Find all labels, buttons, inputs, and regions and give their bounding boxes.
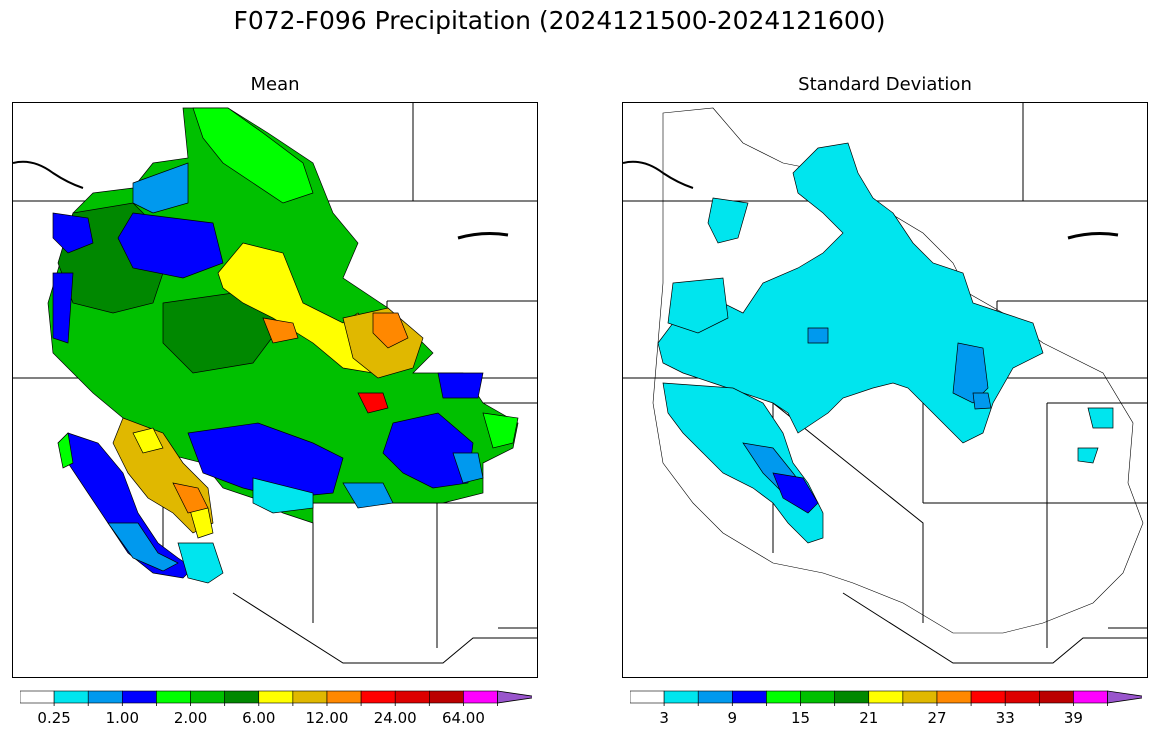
mean-colorbar-swatch xyxy=(394,690,430,704)
mean-colorbar-swatches xyxy=(19,690,539,706)
std-colorbar-swatch xyxy=(800,690,835,704)
std-colorbar-swatch xyxy=(697,690,733,704)
std-map-canvas xyxy=(623,103,1147,664)
mean-colorbar-swatch xyxy=(122,690,157,704)
std-colorbar-swatch xyxy=(1039,690,1074,704)
mean-colorbar-swatch xyxy=(326,690,362,704)
mean-colorbar-tick-label: 6.00 xyxy=(242,709,276,727)
std-colorbar-swatch xyxy=(629,690,665,704)
std-panel-title: Standard Deviation xyxy=(798,74,972,95)
std-colorbar-tick-label: 33 xyxy=(995,709,1015,727)
std-colorbar-tick-label: 9 xyxy=(727,709,738,727)
mean-colorbar-swatch xyxy=(258,690,294,704)
mean-colorbar-swatch xyxy=(53,690,89,704)
mean-precip-regions xyxy=(47,107,519,584)
figure-title: F072-F096 Precipitation (2024121500-2024… xyxy=(233,6,886,35)
mean-map xyxy=(12,102,538,678)
std-colorbar: 3 9 15 21 27 33 39 xyxy=(629,689,1149,739)
std-colorbar-swatch xyxy=(1004,690,1040,704)
mean-coast-feature xyxy=(13,160,84,189)
std-colorbar-tick-label: 21 xyxy=(859,709,879,727)
std-colorbar-swatch xyxy=(663,690,699,704)
std-colorbar-swatch xyxy=(868,690,904,704)
mean-colorbar-tick-label: 64.00 xyxy=(441,709,485,727)
std-colorbar-swatch xyxy=(1073,690,1108,704)
std-colorbar-extend-arrow xyxy=(1107,690,1149,704)
std-colorbar-swatches xyxy=(629,690,1149,706)
std-colorbar-swatch xyxy=(936,690,972,704)
mean-colorbar-swatch xyxy=(360,690,396,704)
mean-colorbar-swatch xyxy=(292,690,328,704)
std-lake-feature xyxy=(1067,232,1119,240)
mean-colorbar: 0.25 1.00 2.00 6.00 12.00 24.00 64.00 xyxy=(19,689,539,739)
std-colorbar-swatch xyxy=(732,690,767,704)
mean-panel-title: Mean xyxy=(250,74,300,95)
std-map xyxy=(622,102,1148,678)
std-colorbar-tick-label: 39 xyxy=(1063,709,1083,727)
std-colorbar-tick-label: 27 xyxy=(927,709,947,727)
mean-colorbar-swatch xyxy=(463,690,498,704)
std-coast-feature xyxy=(623,160,694,189)
mean-colorbar-swatch xyxy=(190,690,225,704)
mean-colorbar-tick-label: 24.00 xyxy=(373,709,417,727)
std-colorbar-swatch xyxy=(766,690,801,704)
mean-colorbar-extend-arrow xyxy=(497,690,539,704)
std-colorbar-swatch xyxy=(834,690,870,704)
mean-colorbar-swatch xyxy=(224,690,260,704)
mean-colorbar-swatch xyxy=(19,690,55,704)
mean-colorbar-tick-label: 0.25 xyxy=(37,709,71,727)
mean-colorbar-swatch xyxy=(429,690,464,704)
mean-colorbar-swatch xyxy=(156,690,191,704)
mean-colorbar-swatch xyxy=(87,690,123,704)
mean-colorbar-tick-label: 1.00 xyxy=(105,709,140,727)
std-colorbar-tick-label: 3 xyxy=(659,709,669,727)
mean-colorbar-tick-label: 12.00 xyxy=(305,709,349,727)
std-colorbar-swatch xyxy=(902,690,938,704)
std-colorbar-tick-label: 15 xyxy=(791,709,811,727)
mean-colorbar-tick-label: 2.00 xyxy=(173,709,208,727)
mean-lake-feature xyxy=(457,232,509,240)
mean-map-canvas xyxy=(13,103,537,664)
std-stddev-regions xyxy=(657,142,1114,544)
std-colorbar-swatch xyxy=(970,690,1006,704)
